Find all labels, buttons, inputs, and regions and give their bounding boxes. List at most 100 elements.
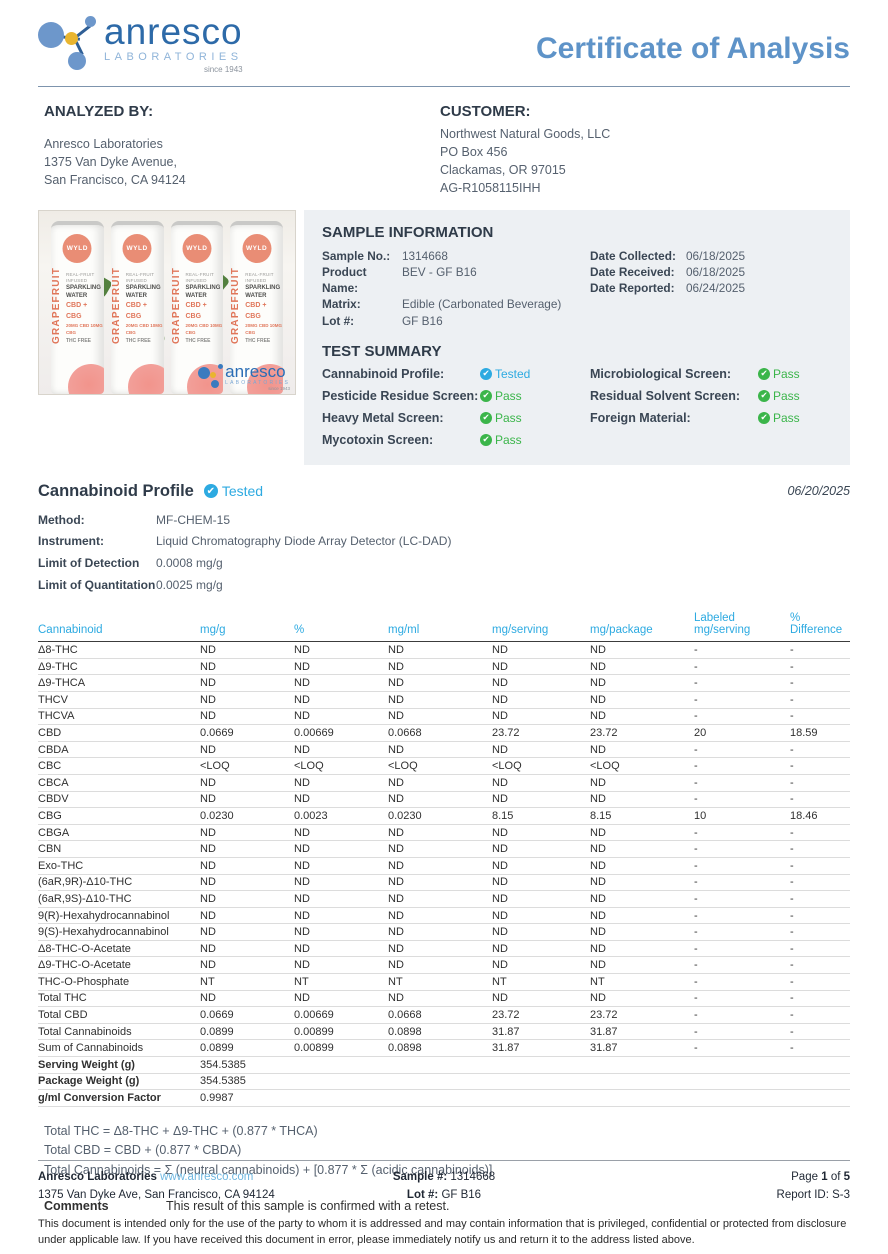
value-cell: ND	[388, 956, 492, 975]
value-cell: -	[694, 641, 790, 659]
table-row: g/ml Conversion Factor 0.9987	[38, 1089, 850, 1107]
table-row: (6aR,9S)-Δ10-THC ND ND ND ND ND - -	[38, 890, 850, 908]
value-cell: ND	[388, 857, 492, 875]
value-cell: ND	[200, 791, 294, 809]
value-cell: 354.5385	[200, 1073, 294, 1091]
value-cell: ND	[590, 890, 694, 908]
column-header: mg/ml	[388, 610, 492, 643]
value-cell: ND	[590, 674, 694, 692]
value-cell: ND	[294, 674, 388, 692]
cannabinoid-table-body: Δ8-THC ND ND ND ND ND - - Δ9-THC ND ND ND ND ND - - Δ9-T…	[38, 641, 850, 1107]
value-cell	[694, 1056, 790, 1074]
anresco-logo: anresco LABORATORIES since 1943	[38, 13, 243, 76]
field-row: Date Received: 06/18/2025	[590, 264, 832, 280]
value-cell: -	[790, 973, 850, 991]
value-cell: ND	[294, 741, 388, 759]
footer-company: Anresco Laboratories	[38, 1171, 157, 1183]
value-cell: ND	[294, 907, 388, 925]
method-row: Instrument: Liquid Chromatography Diode A…	[38, 531, 850, 553]
value-cell: ND	[294, 691, 388, 709]
watermark-laboratories-label: LABORATORIES	[225, 379, 290, 386]
table-row: Total Cannabinoids 0.0899 0.00899 0.0898 31.…	[38, 1023, 850, 1041]
cannabinoid-name-cell: CBCA	[38, 774, 200, 792]
field-row: Lot #: GF B16	[322, 313, 590, 329]
value-cell: ND	[200, 840, 294, 858]
value-cell: ND	[492, 658, 590, 676]
cannabinoid-name-cell: CBDV	[38, 791, 200, 809]
value-cell: -	[790, 990, 850, 1008]
value-cell: ND	[200, 658, 294, 676]
value-cell: <LOQ	[294, 757, 388, 775]
cannabinoid-name-cell: Sum of Cannabinoids	[38, 1039, 200, 1058]
value-cell: -	[694, 1006, 790, 1024]
value-cell: -	[694, 824, 790, 842]
value-cell: ND	[492, 708, 590, 726]
sample-info-panel: SAMPLE INFORMATION Sample No.: 1314668 Pro…	[304, 209, 850, 465]
value-cell: 18.46	[790, 807, 850, 825]
value-cell	[790, 1073, 850, 1091]
value-cell: 0.0899	[200, 1023, 294, 1041]
column-header: mg/serving	[492, 610, 590, 643]
value-cell: ND	[294, 857, 388, 875]
footer-disclaimer: This document is intended only for the u…	[38, 1217, 847, 1246]
value-cell: 0.00899	[294, 1023, 388, 1041]
test-name-label: Mycotoxin Screen:	[322, 432, 434, 447]
value-cell: -	[790, 1023, 850, 1041]
cannabinoid-results-table: Cannabinoid mg/g% mg/ml mg/serving mg/packag…	[38, 610, 850, 1107]
column-header: % Difference	[790, 610, 850, 643]
test-summary-row: Residual Solvent Screen: ✔ Pass	[590, 389, 832, 403]
value-cell: 354.5385	[200, 1056, 294, 1074]
value-cell: -	[790, 857, 850, 875]
value-cell	[492, 1056, 590, 1074]
cannabinoid-name-cell: Δ9-THCA	[38, 674, 200, 692]
grapefruit-slice-graphic	[67, 363, 104, 394]
value-cell	[388, 1089, 492, 1107]
value-cell	[388, 1073, 492, 1091]
status-text: Pass	[773, 366, 800, 381]
value-cell: ND	[200, 923, 294, 941]
product-can: WYLD GRAPEFRUIT REAL-FRUIT INFUSED SPARK…	[51, 220, 104, 394]
table-row: Total THC ND ND ND ND ND - -	[38, 990, 850, 1008]
value-cell: -	[790, 1039, 850, 1058]
method-row: Limit of Detection 0.0008 mg/g	[38, 553, 850, 575]
pass-check-icon: ✔	[758, 411, 770, 424]
sample-fields: Sample No.: 1314668 Product Name: BEV - GF …	[322, 248, 590, 329]
value-cell: ND	[492, 890, 590, 908]
value-cell: ND	[492, 874, 590, 892]
value-cell: ND	[388, 674, 492, 692]
value-cell: ND	[590, 791, 694, 809]
footer-website-link[interactable]: www.anresco.com	[160, 1171, 254, 1183]
status-badge: ✔ Pass	[758, 411, 800, 425]
can-brand-badge: WYLD	[62, 233, 92, 263]
column-header: mg/package	[590, 610, 694, 643]
value-cell: -	[694, 658, 790, 676]
value-cell: <LOQ	[590, 757, 694, 775]
table-row: CBCA ND ND ND ND ND - -	[38, 774, 850, 792]
value-cell: -	[694, 973, 790, 991]
value-cell: ND	[590, 741, 694, 759]
method-label: Limit of Quantitation	[38, 577, 156, 592]
field-row: Matrix: Edible (Carbonated Beverage)	[322, 296, 590, 312]
column-header: Cannabinoid	[38, 610, 200, 643]
value-cell: -	[694, 691, 790, 709]
field-value: GF B16	[402, 313, 443, 328]
cannabinoid-name-cell: Exo-THC	[38, 857, 200, 875]
status-text: Pass	[495, 388, 522, 403]
value-cell: 0.0899	[200, 1039, 294, 1058]
table-row: CBDV ND ND ND ND ND - -	[38, 791, 850, 809]
table-row: Total CBD 0.0669 0.00669 0.0668 23.72 23.72- -	[38, 1006, 850, 1024]
value-cell: 20	[694, 724, 790, 742]
value-cell: 0.0898	[388, 1023, 492, 1041]
field-value: 06/24/2025	[686, 281, 746, 296]
address-line: Northwest Natural Goods, LLC	[440, 127, 611, 141]
value-cell	[590, 1073, 694, 1091]
value-cell: ND	[492, 907, 590, 925]
value-cell: ND	[388, 774, 492, 792]
customer-heading: CUSTOMER:	[440, 103, 531, 120]
field-label: Date Collected:	[590, 248, 676, 263]
value-cell: ND	[590, 874, 694, 892]
cannabinoid-name-cell: 9(R)-Hexahydrocannabinol	[38, 907, 200, 925]
value-cell: 0.9987	[200, 1089, 294, 1107]
address-line: Clackamas, OR 97015	[440, 163, 566, 178]
footer-sample-label: Sample #:	[392, 1171, 448, 1183]
